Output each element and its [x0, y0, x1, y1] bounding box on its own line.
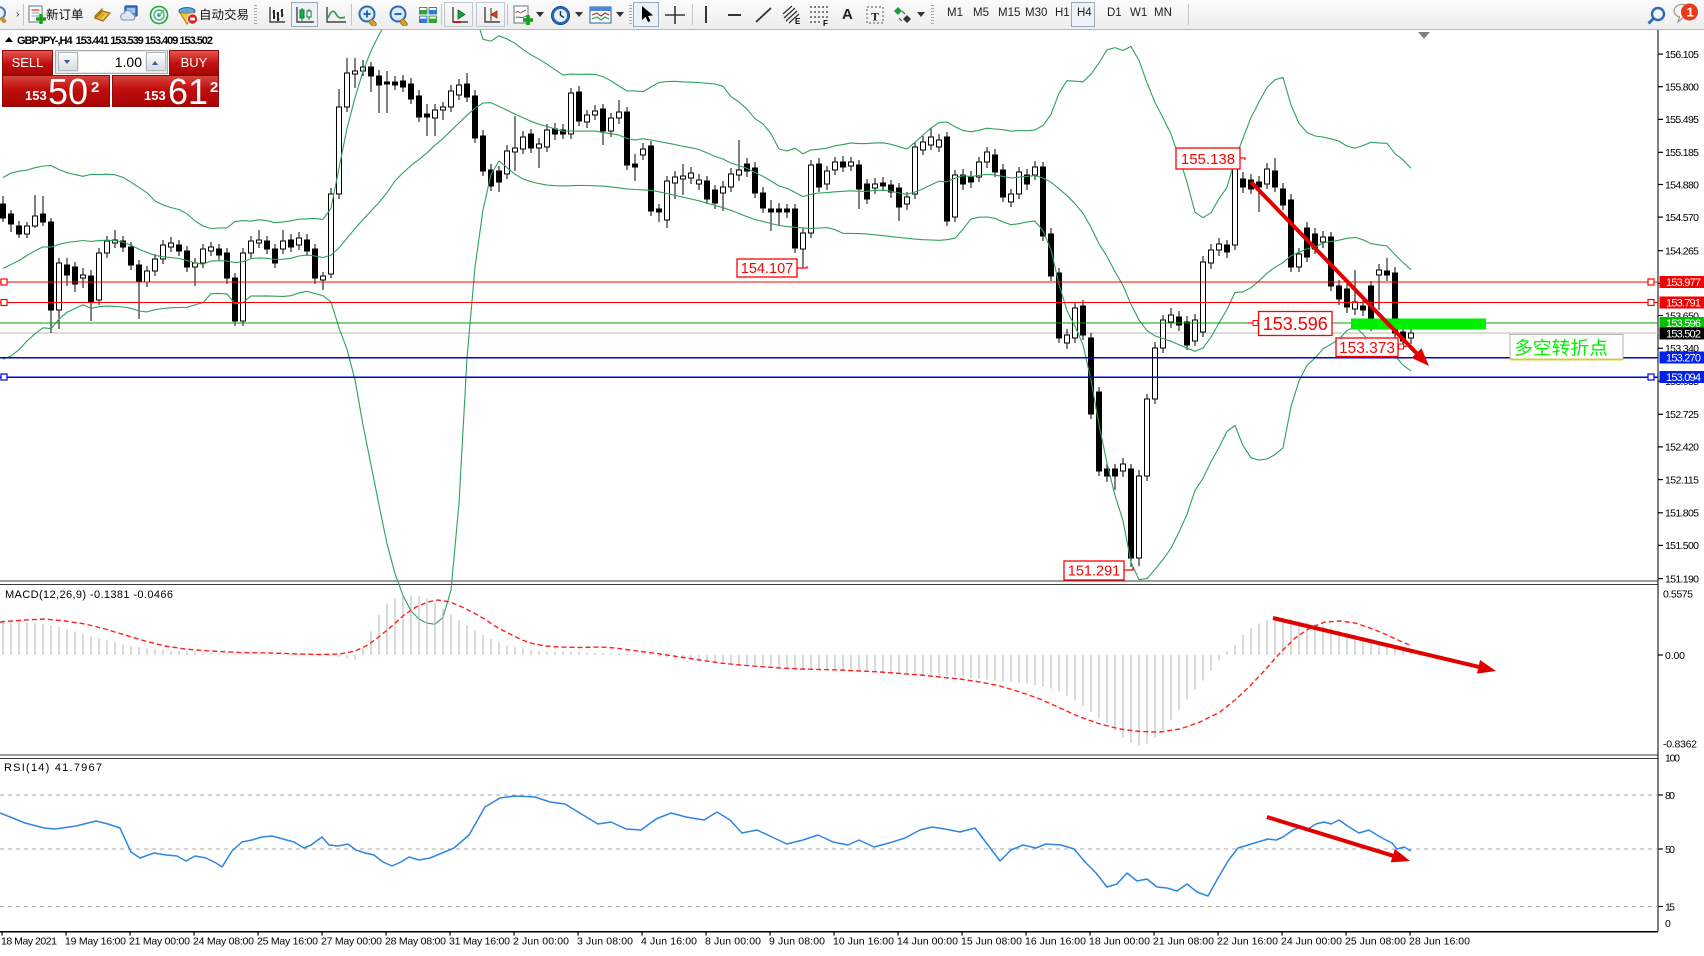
svg-text:151.291: 151.291 [1068, 564, 1120, 580]
svg-text:155.185: 155.185 [1665, 147, 1699, 159]
svg-text:0: 0 [1665, 918, 1671, 930]
svg-text:155.800: 155.800 [1665, 82, 1699, 94]
svg-text:2 Jun 00:00: 2 Jun 00:00 [513, 935, 569, 947]
svg-text:8 Jun 00:00: 8 Jun 00:00 [705, 935, 761, 947]
svg-text:-0.8362: -0.8362 [1663, 739, 1697, 751]
svg-text:152.115: 152.115 [1665, 474, 1699, 486]
svg-text:153.502: 153.502 [1666, 329, 1701, 341]
svg-text:28 May 08:00: 28 May 08:00 [385, 935, 446, 947]
svg-text:14 Jun 00:00: 14 Jun 00:00 [897, 935, 958, 947]
svg-text:28 Jun 16:00: 28 Jun 16:00 [1409, 935, 1470, 947]
svg-text:25 Jun 08:00: 25 Jun 08:00 [1345, 935, 1406, 947]
svg-text:156.105: 156.105 [1665, 49, 1699, 61]
svg-text:10 Jun 16:00: 10 Jun 16:00 [833, 935, 894, 947]
svg-text:16 Jun 16:00: 16 Jun 16:00 [1025, 935, 1086, 947]
svg-text:154.107: 154.107 [741, 261, 793, 277]
svg-text:154.265: 154.265 [1665, 246, 1699, 258]
svg-text:50: 50 [1665, 844, 1675, 856]
svg-text:21 Jun 08:00: 21 Jun 08:00 [1153, 935, 1214, 947]
svg-text:153.094: 153.094 [1666, 372, 1701, 384]
svg-text:19 May 16:00: 19 May 16:00 [65, 935, 126, 947]
svg-text:15 Jun 08:00: 15 Jun 08:00 [961, 935, 1022, 947]
svg-text:GBPJPY-,H4 153.441 153.539 15: GBPJPY-,H4 153.441 153.539 153.409 153.5… [17, 35, 213, 47]
svg-text:151.190: 151.190 [1665, 573, 1699, 585]
svg-text:153.977: 153.977 [1666, 277, 1701, 289]
svg-text:155.495: 155.495 [1665, 114, 1699, 126]
svg-text:151.805: 151.805 [1665, 508, 1699, 520]
svg-text:27 May 00:00: 27 May 00:00 [321, 935, 382, 947]
svg-text:0.00: 0.00 [1665, 650, 1685, 662]
svg-text:152.725: 152.725 [1665, 409, 1699, 421]
svg-text:153.270: 153.270 [1666, 353, 1701, 365]
svg-text:E: E [795, 17, 801, 26]
svg-text:3 Jun 08:00: 3 Jun 08:00 [577, 935, 633, 947]
svg-text:4 Jun 16:00: 4 Jun 16:00 [641, 935, 697, 947]
svg-text:MACD(12,26,9) -0.1381 -0.0466: MACD(12,26,9) -0.1381 -0.0466 [5, 589, 173, 601]
svg-text:9 Jun 08:00: 9 Jun 08:00 [769, 935, 825, 947]
svg-text:155.138: 155.138 [1181, 151, 1235, 168]
svg-text:25 May 16:00: 25 May 16:00 [257, 935, 318, 947]
svg-text:154.880: 154.880 [1665, 179, 1699, 191]
svg-text:F: F [823, 19, 828, 26]
svg-text:152.420: 152.420 [1665, 442, 1699, 454]
svg-text:100: 100 [1665, 753, 1680, 765]
svg-text:154.570: 154.570 [1665, 212, 1699, 224]
svg-text:80: 80 [1665, 790, 1675, 802]
svg-text:24 Jun 00:00: 24 Jun 00:00 [1281, 935, 1342, 947]
svg-text:22 Jun 16:00: 22 Jun 16:00 [1217, 935, 1278, 947]
svg-text:153.791: 153.791 [1666, 298, 1701, 310]
svg-text:T: T [871, 10, 879, 24]
svg-text:151.500: 151.500 [1665, 540, 1699, 552]
svg-text:24 May 08:00: 24 May 08:00 [193, 935, 254, 947]
svg-text:31 May 16:00: 31 May 16:00 [449, 935, 510, 947]
svg-text:21 May 00:00: 21 May 00:00 [129, 935, 190, 947]
svg-text:18 May 2021: 18 May 2021 [1, 935, 57, 947]
svg-text:0.5575: 0.5575 [1663, 589, 1693, 601]
svg-text:1: 1 [1687, 5, 1694, 20]
svg-text:18 Jun 00:00: 18 Jun 00:00 [1089, 935, 1150, 947]
svg-text:153.596: 153.596 [1263, 314, 1328, 334]
svg-text:15: 15 [1665, 901, 1675, 913]
svg-text:153.373: 153.373 [1339, 340, 1395, 357]
